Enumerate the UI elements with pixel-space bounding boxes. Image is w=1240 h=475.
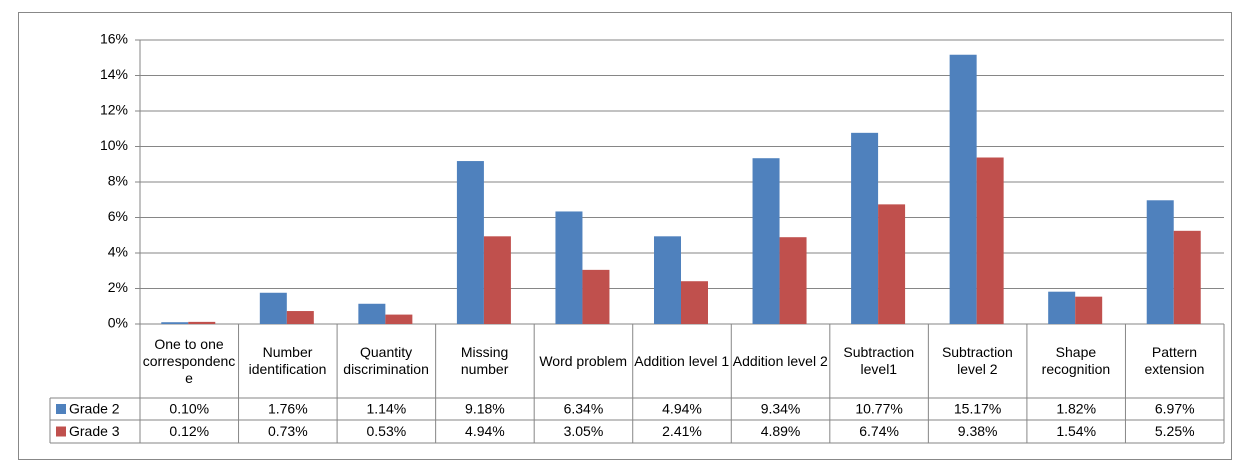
bar bbox=[161, 322, 189, 324]
bar bbox=[555, 211, 583, 324]
category-cell: Number identification bbox=[248, 344, 327, 377]
bar bbox=[483, 236, 511, 324]
x-tick-label: Subtraction level 2 bbox=[941, 344, 1013, 377]
bar bbox=[878, 204, 906, 324]
x-tick-label: Missing number bbox=[460, 344, 509, 377]
x-tick-label: Addition level 2 bbox=[732, 352, 828, 369]
y-tick-label: 14% bbox=[100, 66, 128, 82]
x-tick-label: Addition level 1 bbox=[634, 352, 730, 369]
bar bbox=[752, 158, 780, 324]
bar bbox=[1173, 230, 1201, 324]
data-label: 4.94% bbox=[465, 423, 505, 439]
category-cell: Addition level 1 bbox=[634, 352, 730, 369]
data-label: 5.25% bbox=[1155, 423, 1195, 439]
category-cell: Quantity discrimination bbox=[343, 344, 429, 377]
data-label: 1.54% bbox=[1056, 423, 1096, 439]
data-label: 6.97% bbox=[1155, 401, 1195, 417]
legend-label: Grade 2 bbox=[69, 401, 120, 417]
y-tick-label: 8% bbox=[108, 173, 128, 189]
category-cell: Pattern extension bbox=[1144, 344, 1205, 377]
bar bbox=[358, 303, 386, 324]
x-tick-label: One to one correspondence bbox=[142, 335, 236, 386]
data-label: 0.10% bbox=[169, 401, 209, 417]
y-tick-label: 10% bbox=[100, 137, 128, 153]
data-label: 4.89% bbox=[761, 423, 801, 439]
category-cell: Missing number bbox=[460, 344, 509, 377]
bar bbox=[681, 281, 708, 324]
y-tick-label: 0% bbox=[108, 315, 128, 331]
data-label: 9.38% bbox=[958, 423, 998, 439]
y-tick-label: 12% bbox=[100, 102, 128, 118]
data-label: 0.53% bbox=[367, 423, 407, 439]
data-label: 0.73% bbox=[268, 423, 308, 439]
category-cell: One to one correspondence bbox=[142, 335, 236, 386]
bar bbox=[779, 237, 807, 324]
bar bbox=[582, 269, 610, 324]
category-cell: Subtraction level1 bbox=[843, 344, 915, 377]
bar bbox=[286, 311, 314, 324]
data-label: 6.74% bbox=[859, 423, 899, 439]
legend-swatch bbox=[56, 426, 66, 437]
x-tick-label: Shape recognition bbox=[1041, 344, 1111, 377]
category-cell: Shape recognition bbox=[1041, 344, 1111, 377]
y-tick-label: 2% bbox=[108, 279, 128, 295]
data-label: 4.94% bbox=[662, 401, 702, 417]
bar bbox=[385, 314, 413, 324]
data-label: 1.76% bbox=[268, 401, 308, 417]
category-cell: Subtraction level 2 bbox=[941, 344, 1013, 377]
bar bbox=[654, 236, 681, 324]
bar bbox=[188, 321, 216, 324]
bar bbox=[1146, 200, 1174, 324]
data-label: 6.34% bbox=[564, 401, 604, 417]
data-label: 1.82% bbox=[1056, 401, 1096, 417]
bar bbox=[976, 157, 1004, 324]
x-tick-label: Subtraction level1 bbox=[843, 344, 915, 377]
x-tick-label: Quantity discrimination bbox=[343, 344, 429, 377]
bar bbox=[259, 292, 287, 324]
data-label: 9.18% bbox=[465, 401, 505, 417]
bar bbox=[1048, 291, 1076, 324]
data-label: 10.77% bbox=[855, 401, 902, 417]
bar bbox=[1075, 296, 1103, 324]
data-label: 3.05% bbox=[564, 423, 604, 439]
bar bbox=[456, 161, 484, 324]
bar bbox=[949, 54, 977, 325]
y-tick-label: 6% bbox=[108, 208, 128, 224]
x-tick-label: Pattern extension bbox=[1144, 344, 1205, 377]
category-cell: Word problem bbox=[539, 352, 627, 369]
data-label: 15.17% bbox=[954, 401, 1001, 417]
bar bbox=[851, 132, 879, 324]
category-cell: Addition level 2 bbox=[732, 352, 828, 369]
legend-label: Grade 3 bbox=[69, 423, 120, 439]
x-tick-label: Word problem bbox=[539, 352, 627, 369]
data-label: 9.34% bbox=[761, 401, 801, 417]
data-label: 1.14% bbox=[367, 401, 407, 417]
y-tick-label: 16% bbox=[100, 31, 128, 47]
legend-swatch bbox=[56, 404, 66, 414]
y-tick-label: 4% bbox=[108, 244, 128, 260]
data-label: 2.41% bbox=[662, 423, 702, 439]
chart-border bbox=[18, 12, 1232, 460]
data-label: 0.12% bbox=[169, 423, 209, 439]
x-tick-label: Number identification bbox=[248, 344, 327, 377]
